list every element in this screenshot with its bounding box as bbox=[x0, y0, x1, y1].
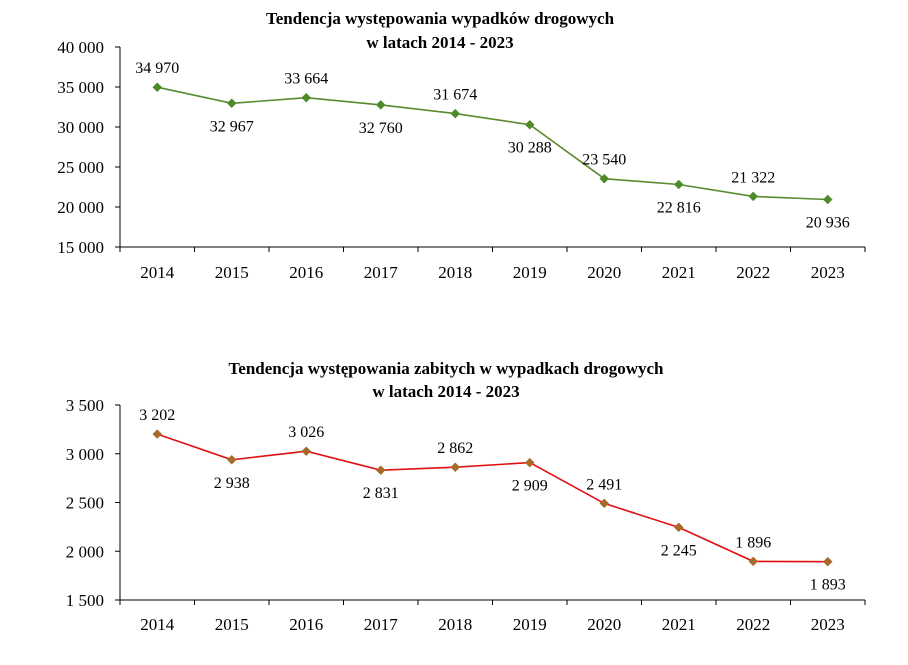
x-tick-label: 2022 bbox=[736, 263, 770, 282]
fatalities-chart: Tendencja występowania zabitych w wypadk… bbox=[66, 359, 866, 634]
x-tick-label: 2014 bbox=[140, 615, 175, 634]
data-label: 3 202 bbox=[139, 407, 175, 424]
x-tick-label: 2020 bbox=[587, 615, 621, 634]
data-label: 22 816 bbox=[657, 199, 701, 216]
x-tick-label: 2017 bbox=[364, 615, 399, 634]
data-label: 32 760 bbox=[359, 120, 403, 137]
chart-title-line-1: Tendencja występowania wypadków drogowyc… bbox=[266, 9, 615, 28]
data-label: 2 862 bbox=[437, 440, 473, 457]
x-tick-label: 2023 bbox=[811, 615, 845, 634]
chart-title-line-1: Tendencja występowania zabitych w wypadk… bbox=[229, 359, 665, 378]
data-label: 30 288 bbox=[508, 140, 552, 157]
x-tick-label: 2020 bbox=[587, 263, 621, 282]
y-tick-label: 3 000 bbox=[66, 445, 104, 464]
data-label: 2 245 bbox=[661, 542, 697, 559]
x-tick-label: 2015 bbox=[215, 615, 249, 634]
data-label: 20 936 bbox=[806, 215, 850, 232]
data-point-marker bbox=[822, 556, 833, 567]
data-point-marker bbox=[673, 522, 684, 533]
accidents-chart: Tendencja występowania wypadków drogowyc… bbox=[57, 9, 866, 282]
data-point-marker bbox=[152, 429, 163, 439]
data-point-marker bbox=[226, 98, 237, 109]
data-label: 3 026 bbox=[288, 424, 324, 441]
x-tick-label: 2016 bbox=[289, 615, 323, 634]
data-label: 23 540 bbox=[582, 152, 626, 169]
x-tick-label: 2019 bbox=[513, 263, 547, 282]
y-tick-label: 30 000 bbox=[57, 118, 104, 137]
x-tick-label: 2018 bbox=[438, 263, 472, 282]
data-point-marker bbox=[822, 194, 833, 205]
data-point-marker bbox=[226, 454, 237, 465]
x-tick-label: 2022 bbox=[736, 615, 770, 634]
series-line bbox=[157, 86, 828, 201]
data-point-marker bbox=[152, 82, 163, 93]
chart-title-line-2: w latach 2014 - 2023 bbox=[372, 382, 519, 401]
x-tick-label: 2015 bbox=[215, 263, 249, 282]
data-point-marker bbox=[450, 462, 461, 473]
data-label: 2 491 bbox=[586, 476, 622, 493]
data-point-marker bbox=[673, 179, 684, 190]
x-tick-label: 2021 bbox=[662, 615, 696, 634]
data-label: 34 970 bbox=[135, 60, 179, 77]
y-tick-label: 20 000 bbox=[57, 198, 104, 217]
chart-title-line-2: w latach 2014 - 2023 bbox=[366, 33, 513, 52]
x-tick-label: 2017 bbox=[364, 263, 399, 282]
data-point-marker bbox=[599, 498, 610, 509]
data-point-marker bbox=[524, 457, 535, 468]
x-tick-label: 2018 bbox=[438, 615, 472, 634]
y-tick-label: 2 500 bbox=[66, 494, 104, 513]
data-point-marker bbox=[301, 92, 312, 103]
data-point-marker bbox=[748, 191, 759, 202]
y-tick-label: 1 500 bbox=[66, 591, 104, 610]
y-tick-label: 35 000 bbox=[57, 78, 104, 97]
y-tick-label: 2 000 bbox=[66, 542, 104, 561]
x-tick-label: 2019 bbox=[513, 615, 547, 634]
data-point-marker bbox=[599, 173, 610, 184]
data-label: 32 967 bbox=[210, 118, 254, 135]
data-point-marker bbox=[301, 446, 312, 457]
data-point-marker bbox=[375, 465, 386, 476]
x-tick-label: 2023 bbox=[811, 263, 845, 282]
data-label: 21 322 bbox=[731, 169, 775, 186]
x-tick-label: 2014 bbox=[140, 263, 175, 282]
data-label: 33 664 bbox=[284, 71, 328, 88]
data-label: 1 893 bbox=[810, 577, 846, 594]
data-point-marker bbox=[524, 119, 535, 130]
data-point-marker bbox=[748, 556, 759, 567]
data-label: 1 896 bbox=[735, 534, 771, 551]
data-label: 2 938 bbox=[214, 475, 250, 492]
y-tick-label: 25 000 bbox=[57, 158, 104, 177]
series-line bbox=[157, 433, 828, 563]
y-tick-label: 40 000 bbox=[57, 38, 104, 57]
data-label: 31 674 bbox=[433, 87, 477, 104]
y-tick-label: 15 000 bbox=[57, 238, 104, 257]
x-tick-label: 2016 bbox=[289, 263, 323, 282]
data-point-marker bbox=[375, 100, 386, 110]
y-tick-label: 3 500 bbox=[66, 396, 104, 415]
data-label: 2 831 bbox=[363, 485, 399, 502]
data-point-marker bbox=[450, 108, 461, 119]
data-label: 2 909 bbox=[512, 478, 548, 495]
x-tick-label: 2021 bbox=[662, 263, 696, 282]
